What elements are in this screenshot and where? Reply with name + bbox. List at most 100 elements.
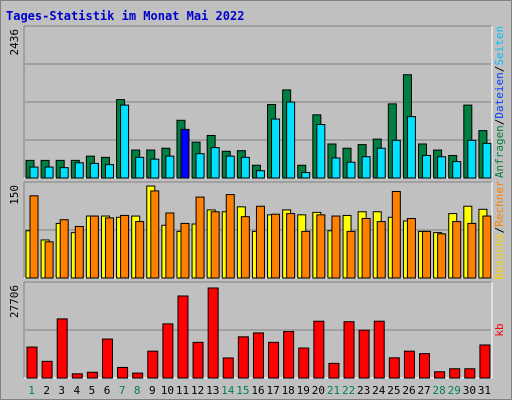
bar-rechner-day-29 — [452, 221, 462, 279]
bar-rechner-day-4 — [74, 225, 84, 279]
bar-kb-day-10 — [162, 323, 174, 379]
x-tick-label-day-16: 16 — [251, 384, 264, 397]
x-tick-label-day-7: 7 — [119, 384, 126, 397]
bar-kb-day-26 — [403, 350, 415, 379]
bar-dateien-day-9 — [150, 158, 160, 179]
bar-kb-day-12 — [192, 341, 204, 379]
bar-kb-day-17 — [268, 341, 280, 379]
bar-rechner-day-13 — [210, 211, 220, 279]
bar-kb-day-19 — [298, 347, 310, 379]
bar-kb-day-6 — [101, 338, 113, 379]
bar-dateien-day-10 — [165, 155, 175, 179]
legend-entry-rechner: Rechner — [493, 180, 506, 227]
bar-dateien-day-25 — [391, 139, 401, 179]
bar-kb-day-5 — [86, 371, 98, 379]
x-tick-label-day-1: 1 — [28, 384, 35, 397]
bar-rechner-day-2 — [44, 241, 54, 279]
x-tick-label-day-21: 21 — [327, 384, 340, 397]
x-tick-label-day-6: 6 — [104, 384, 111, 397]
x-tick-label-day-11: 11 — [176, 384, 189, 397]
bar-dateien-day-4 — [74, 162, 84, 179]
bar-rechner-day-28 — [437, 233, 447, 279]
bar-rechner-day-14 — [225, 194, 235, 279]
bar-rechner-day-30 — [467, 222, 477, 279]
bar-dateien-day-5 — [89, 162, 99, 179]
bar-rechner-day-7 — [120, 214, 130, 279]
bar-rechner-day-20 — [316, 214, 326, 279]
x-tick-label-day-31: 31 — [478, 384, 491, 397]
bar-kb-day-2 — [41, 360, 53, 379]
y-max-label-bottom: 27706 — [8, 285, 21, 318]
x-tick-label-day-18: 18 — [282, 384, 295, 397]
x-tick-label-day-20: 20 — [312, 384, 325, 397]
bar-dateien-day-12 — [195, 153, 205, 179]
bar-dateien-day-27 — [422, 155, 432, 179]
x-tick-label-day-5: 5 — [89, 384, 96, 397]
legend-entry-seiten: Seiten — [493, 26, 506, 66]
bar-rechner-day-6 — [104, 217, 114, 279]
y-max-label-middle: 150 — [8, 185, 21, 205]
x-tick-label-day-15: 15 — [236, 384, 249, 397]
x-tick-label-day-24: 24 — [372, 384, 386, 397]
bar-dateien-day-14 — [225, 155, 235, 179]
bar-dateien-day-6 — [104, 164, 114, 179]
panel-bottom — [23, 281, 493, 379]
bar-dateien-day-3 — [59, 167, 69, 179]
x-tick-label-day-14: 14 — [221, 384, 235, 397]
legend-entry-besuche: Besuche — [493, 233, 506, 279]
bar-kb-day-1 — [26, 346, 38, 379]
bar-dateien-day-8 — [135, 156, 145, 179]
bar-kb-day-21 — [328, 362, 340, 379]
bar-rechner-day-17 — [271, 213, 281, 279]
bar-dateien-day-24 — [376, 147, 386, 179]
bar-dateien-day-30 — [467, 139, 477, 179]
bar-dateien-day-19 — [301, 172, 311, 179]
bar-rechner-day-31 — [482, 215, 492, 279]
bar-dateien-day-22 — [346, 161, 356, 179]
bar-dateien-day-28 — [437, 156, 447, 179]
bar-dateien-day-16 — [255, 170, 265, 179]
x-tick-label-day-4: 4 — [74, 384, 81, 397]
bar-kb-day-16 — [252, 332, 264, 379]
bar-kb-day-31 — [479, 344, 491, 379]
bar-kb-day-15 — [237, 336, 249, 379]
bar-kb-day-13 — [207, 287, 219, 379]
x-tick-label-day-9: 9 — [149, 384, 156, 397]
bar-rechner-day-1 — [29, 195, 39, 279]
x-tick-label-day-23: 23 — [357, 384, 370, 397]
bar-rechner-day-10 — [165, 212, 175, 279]
bar-kb-day-23 — [358, 329, 370, 379]
bar-rechner-day-23 — [361, 218, 371, 279]
bar-rechner-day-3 — [59, 219, 69, 279]
bar-seiten-day-11 — [180, 128, 190, 179]
bar-dateien-day-15 — [240, 156, 250, 179]
panel-top — [23, 25, 493, 179]
panel-middle — [23, 181, 493, 279]
bar-dateien-day-21 — [331, 157, 341, 179]
bar-dateien-day-23 — [361, 156, 371, 179]
legend-bottom: kb — [493, 323, 506, 336]
x-tick-label-day-28: 28 — [433, 384, 446, 397]
x-tick-label-day-26: 26 — [402, 384, 415, 397]
bar-kb-day-27 — [419, 353, 431, 379]
legend-separator: / — [493, 227, 506, 234]
bar-dateien-day-20 — [316, 124, 326, 179]
x-tick-label-day-12: 12 — [191, 384, 204, 397]
bar-kb-day-14 — [222, 357, 234, 379]
bar-kb-day-22 — [343, 321, 355, 379]
bar-kb-day-11 — [177, 295, 189, 379]
x-tick-label-day-25: 25 — [387, 384, 400, 397]
bar-rechner-day-27 — [422, 230, 432, 279]
bar-rechner-day-21 — [331, 215, 341, 279]
legend-entry-anfragen: Anfragen — [493, 125, 506, 178]
bar-rechner-day-15 — [240, 216, 250, 279]
bar-kb-day-28 — [434, 371, 446, 379]
bar-rechner-day-24 — [376, 221, 386, 279]
x-tick-label-day-3: 3 — [58, 384, 65, 397]
legend-separator: / — [493, 119, 506, 126]
bar-kb-day-9 — [147, 350, 159, 379]
bar-rechner-day-9 — [150, 190, 160, 279]
x-tick-label-day-13: 13 — [206, 384, 219, 397]
